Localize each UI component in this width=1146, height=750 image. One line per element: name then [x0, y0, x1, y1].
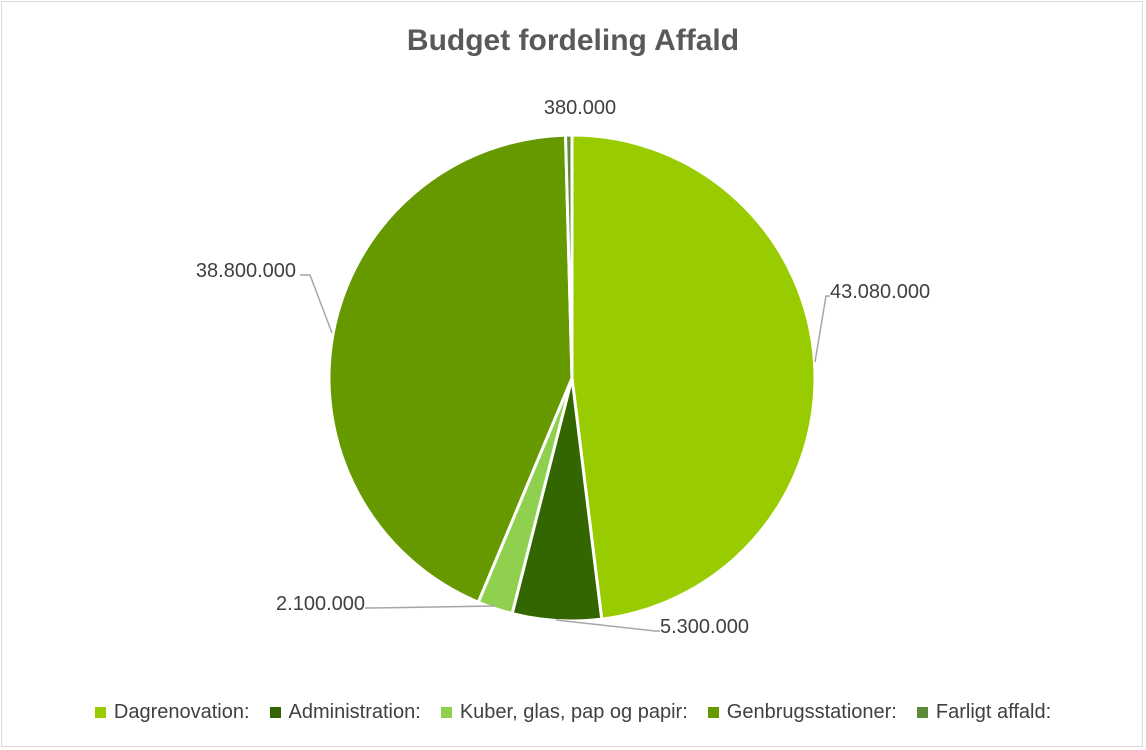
- legend-item-4: Genbrugsstationer:: [707, 700, 897, 724]
- legend-item-1: Dagrenovation:: [94, 700, 250, 724]
- pie-slice-5: [563, 133, 574, 379]
- pie-slice-1: [570, 133, 817, 621]
- data-label-2: 5.300.000: [660, 616, 749, 638]
- legend-swatch: [269, 706, 281, 718]
- legend-label: Administration:: [288, 700, 421, 723]
- legend: Dagrenovation: Administration: Kuber, glas…: [0, 698, 1146, 726]
- data-label-5: 380.000: [544, 97, 616, 119]
- legend-swatch: [707, 706, 719, 718]
- legend-swatch: [916, 706, 928, 718]
- data-label-3: 2.100.000: [276, 593, 365, 615]
- legend-label: Genbrugsstationer:: [726, 700, 897, 723]
- data-label-1: 43.080.000: [830, 281, 930, 303]
- data-label-4: 38.800.000: [196, 260, 296, 282]
- leader-line-1: [814, 295, 830, 363]
- chart-title: Budget fordeling Affald: [406, 24, 740, 57]
- legend-label: Farligt affald:: [935, 700, 1052, 723]
- legend-label: Kuber, glas, pap og papir:: [459, 700, 688, 723]
- leader-line-2: [555, 619, 660, 632]
- legend-swatch: [94, 706, 106, 718]
- legend-swatch: [440, 706, 452, 718]
- legend-item-2: Administration:: [269, 700, 421, 724]
- legend-item-5: Farligt affald:: [916, 700, 1052, 724]
- legend-label: Dagrenovation:: [113, 700, 250, 723]
- legend-item-3: Kuber, glas, pap og papir:: [440, 700, 688, 724]
- leader-line-4: [300, 274, 333, 334]
- pie-slice-4: [327, 133, 574, 605]
- leader-line-3: [365, 605, 496, 609]
